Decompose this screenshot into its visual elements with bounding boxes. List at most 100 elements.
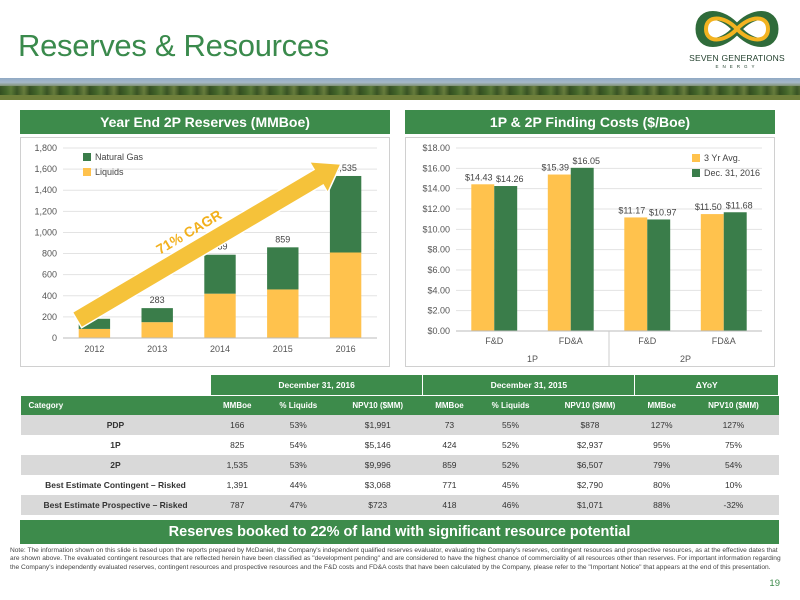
data-label: $10.97 [649,207,677,217]
y-tick-label: 1,200 [34,206,57,216]
y-tick-label: $8.00 [427,245,450,255]
x-group-label: 2P [680,354,691,364]
table-cell: 44% [263,475,333,495]
table-cell: $1,991 [332,415,423,435]
table-cell: 127% [634,415,689,435]
y-tick-label: 800 [42,249,57,259]
y-tick-label: $2.00 [427,306,450,316]
table-header-cell: NPV10 ($MM) [544,394,635,415]
table-header-cell: MMBoe [634,394,689,415]
finding-costs-chart-svg: $0.00 $2.00 $4.00 $6.00 $8.00 $10.00 $12.00 $14… [422,143,762,367]
table-row: 1P 825 54% $5,146 424 52% $2,937 95% 75% [20,435,779,455]
table-cell: 52% [476,435,545,455]
table-cell: 45% [476,475,545,495]
x-tick-label: F&D [638,336,657,346]
finding-costs-chart: $0.00 $2.00 $4.00 $6.00 $8.00 $10.00 $12.00 $14… [405,137,775,367]
table-cell: $6,507 [544,455,635,475]
legend-label: 3 Yr Avg. [704,153,740,163]
infinity-logo-icon [695,11,779,47]
data-label: $11.50 [695,202,722,212]
data-label: $14.43 [465,172,493,182]
table-cell: $3,068 [332,475,423,495]
y-tick-label: $6.00 [427,265,450,275]
table-cell: $878 [544,415,635,435]
table-cell: 10% [688,475,779,495]
table-group-yoy: ΔYoY [634,375,779,395]
bar-natural-gas [78,318,111,329]
table-cell: PDP [20,415,211,435]
bar-dec-2016 [647,219,671,331]
bar-dec-2016 [570,167,594,331]
legend-label: Natural Gas [95,152,144,162]
bar-natural-gas [204,254,236,294]
bar-natural-gas [141,308,173,323]
table-cell: 88% [634,495,689,515]
company-logo: SEVEN GENERATIONS ENERGY [682,6,792,72]
table-cell: 53% [263,415,333,435]
table-cell: 54% [688,455,779,475]
data-label: $15.39 [542,163,570,173]
footnote: Note: The information shown on this slid… [10,547,781,571]
table-cell: $2,937 [544,435,635,455]
table-cell: -32% [688,495,779,515]
data-label: $11.68 [726,200,753,210]
bar-3yr-avg [624,217,648,331]
legend-swatch-liquids [83,168,91,176]
table-header-cell: MMBoe [210,394,264,415]
y-tick-label: $10.00 [422,224,450,234]
table-cell: Best Estimate Prospective – Risked [20,495,211,515]
finding-costs-chart-header: 1P & 2P Finding Costs ($/Boe) [405,110,775,134]
bar-liquids [267,289,299,338]
bar-liquids [204,293,236,338]
y-tick-label: $12.00 [422,204,450,214]
reserves-table: December 31, 2016 December 31, 2015 ΔYoY… [20,375,779,515]
table-cell: $1,071 [544,495,635,515]
data-label: 283 [150,295,165,305]
y-tick-label: $4.00 [427,285,450,295]
y-tick-label: 1,000 [34,227,57,237]
y-tick-label: 1,400 [34,185,57,195]
table-group-blank [20,375,211,395]
table-cell: 424 [422,435,477,455]
table-cell: 1P [20,435,211,455]
legend-label: Dec. 31, 2016 [704,168,760,178]
table-header-cell: % Liquids [476,394,545,415]
table-cell: 166 [210,415,264,435]
table-cell: 2P [20,455,211,475]
x-tick-label: 2015 [273,344,293,354]
table-cell: 95% [634,435,689,455]
x-tick-label: FD&A [712,336,736,346]
bar-liquids [141,322,173,338]
table-cell: $5,146 [332,435,423,455]
reserves-chart: 02004006008001,0001,2001,4001,6001,80018… [20,137,390,367]
bar-3yr-avg [700,214,724,331]
table-cell: $2,790 [544,475,635,495]
table-row: PDP 166 53% $1,991 73 55% $878 127% 127% [20,415,779,435]
cagr-arrow-shape [71,160,343,329]
logo-name: SEVEN GENERATIONS [689,53,785,63]
x-tick-label: 2012 [84,344,104,354]
table-cell: 47% [263,495,333,515]
y-tick-label: 600 [42,270,57,280]
table-cell: 46% [476,495,545,515]
y-tick-label: $14.00 [422,184,450,194]
data-label: $14.26 [496,174,524,184]
logo-subtitle: ENERGY [715,64,759,69]
y-tick-label: 400 [42,291,57,301]
slide-title: Reserves & Resources [18,28,330,63]
y-tick-label: $18.00 [422,143,450,153]
table-cell: 859 [422,455,477,475]
bar-natural-gas [267,247,299,290]
table-group-2015: December 31, 2015 [422,375,636,395]
table-cell: 825 [210,435,264,455]
table-cell: Best Estimate Contingent – Risked [20,475,211,495]
bar-3yr-avg [471,184,495,331]
table-cell: 80% [634,475,689,495]
bar-natural-gas [329,175,362,253]
x-tick-label: 2016 [336,344,356,354]
table-cell: 73 [422,415,477,435]
bottom-banner: Reserves booked to 22% of land with sign… [20,520,779,544]
y-tick-label: 0 [52,333,57,343]
landscape-banner [0,78,800,100]
table-cell: 52% [476,455,545,475]
